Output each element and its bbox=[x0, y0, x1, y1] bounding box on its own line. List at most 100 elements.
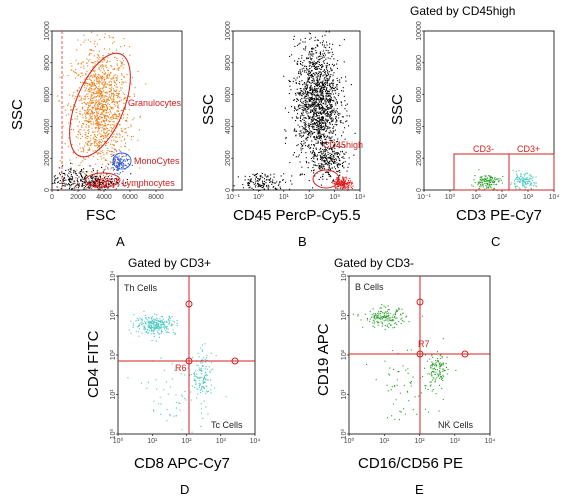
panel-b-ylabel: SSC bbox=[200, 94, 217, 125]
event-point bbox=[310, 151, 312, 153]
event-point bbox=[322, 157, 324, 159]
event-point bbox=[324, 154, 326, 156]
event-point bbox=[262, 183, 264, 185]
event-point bbox=[299, 116, 301, 118]
event-point bbox=[72, 182, 74, 184]
event-point bbox=[257, 179, 259, 181]
event-point bbox=[311, 81, 313, 83]
event-point bbox=[301, 136, 303, 138]
event-point bbox=[62, 134, 64, 136]
event-point bbox=[299, 161, 301, 163]
event-point bbox=[117, 164, 119, 166]
event-point bbox=[301, 173, 303, 175]
event-point bbox=[304, 117, 306, 119]
event-point bbox=[344, 177, 346, 179]
event-point bbox=[310, 33, 312, 35]
event-point bbox=[95, 110, 97, 112]
event-point bbox=[89, 148, 91, 150]
event-point bbox=[100, 116, 102, 118]
event-point bbox=[254, 182, 256, 184]
event-point bbox=[360, 319, 362, 321]
event-point bbox=[93, 139, 95, 141]
event-point bbox=[91, 174, 93, 176]
event-point bbox=[130, 138, 132, 140]
event-point bbox=[371, 316, 373, 318]
event-point bbox=[119, 165, 121, 167]
event-point bbox=[331, 181, 333, 183]
event-point bbox=[387, 320, 389, 322]
event-point bbox=[482, 179, 484, 181]
event-point bbox=[313, 144, 315, 146]
event-point bbox=[329, 162, 331, 164]
event-point bbox=[104, 86, 106, 88]
event-point bbox=[260, 175, 262, 177]
event-point bbox=[327, 93, 329, 95]
event-point bbox=[518, 180, 520, 182]
event-point bbox=[339, 164, 341, 166]
event-point bbox=[319, 111, 321, 113]
event-point bbox=[324, 109, 326, 111]
event-point bbox=[94, 71, 96, 73]
event-point bbox=[316, 136, 318, 138]
event-point bbox=[493, 178, 495, 180]
event-point bbox=[389, 367, 391, 369]
event-point bbox=[98, 183, 100, 185]
event-point bbox=[316, 137, 318, 139]
event-point bbox=[103, 132, 105, 134]
event-point bbox=[151, 320, 153, 322]
event-point bbox=[95, 122, 97, 124]
event-point bbox=[478, 183, 480, 185]
event-point bbox=[303, 127, 305, 129]
event-point bbox=[206, 368, 208, 370]
event-point bbox=[110, 72, 112, 74]
event-point bbox=[115, 188, 117, 190]
event-point bbox=[85, 114, 87, 116]
event-point bbox=[345, 186, 347, 188]
event-point bbox=[117, 92, 119, 94]
event-point bbox=[75, 77, 77, 79]
event-point bbox=[311, 66, 313, 68]
event-point bbox=[325, 142, 327, 144]
event-point bbox=[84, 181, 86, 183]
event-point bbox=[93, 113, 95, 115]
event-point bbox=[341, 104, 343, 106]
event-point bbox=[313, 62, 315, 64]
event-point bbox=[97, 77, 99, 79]
event-point bbox=[92, 183, 94, 185]
event-point bbox=[116, 134, 118, 136]
event-point bbox=[78, 176, 80, 178]
event-point bbox=[313, 172, 315, 174]
event-point bbox=[114, 157, 116, 159]
event-point bbox=[306, 58, 308, 60]
event-point bbox=[329, 100, 331, 102]
event-point bbox=[85, 183, 87, 185]
event-point bbox=[89, 141, 91, 143]
event-point bbox=[321, 112, 323, 114]
event-point bbox=[484, 182, 486, 184]
event-point bbox=[259, 184, 261, 186]
event-point bbox=[124, 164, 126, 166]
event-point bbox=[335, 186, 337, 188]
event-point bbox=[184, 391, 186, 393]
event-point bbox=[149, 324, 151, 326]
event-point bbox=[103, 86, 105, 88]
event-point bbox=[303, 140, 305, 142]
event-point bbox=[78, 100, 80, 102]
event-point bbox=[96, 103, 98, 105]
event-point bbox=[101, 130, 103, 132]
event-point bbox=[95, 119, 97, 121]
event-point bbox=[98, 79, 100, 81]
panel-d-letter: D bbox=[180, 482, 189, 497]
event-point bbox=[312, 105, 314, 107]
event-point bbox=[303, 143, 305, 145]
event-point bbox=[304, 129, 306, 131]
event-point bbox=[427, 389, 429, 391]
event-point bbox=[327, 160, 329, 162]
event-point bbox=[113, 41, 115, 43]
event-point bbox=[319, 42, 321, 44]
event-point bbox=[104, 127, 106, 129]
event-point bbox=[484, 175, 486, 177]
event-point bbox=[388, 374, 390, 376]
event-point bbox=[348, 180, 350, 182]
event-point bbox=[103, 182, 105, 184]
